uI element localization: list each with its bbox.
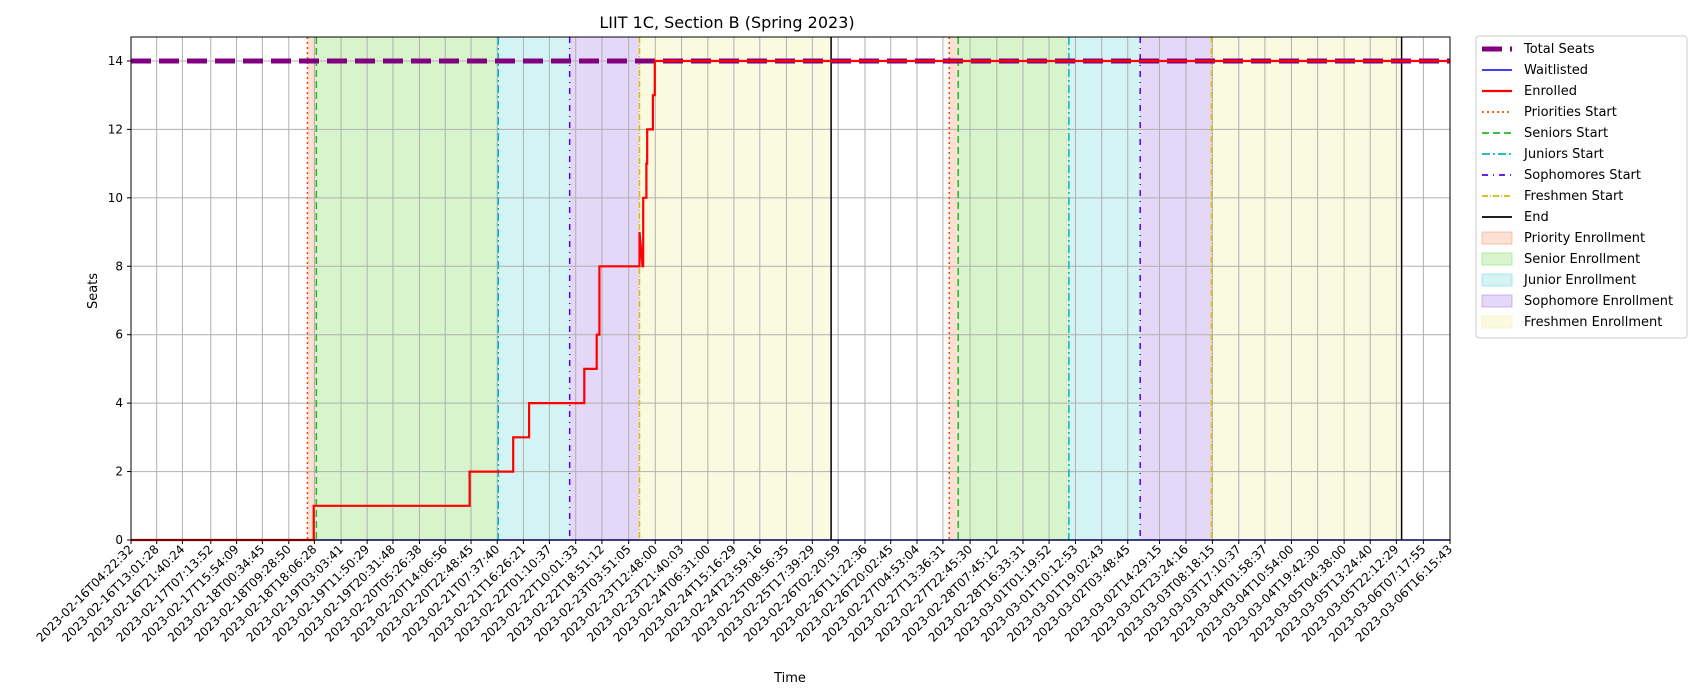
- y-tick-label-6: 12: [108, 122, 123, 136]
- y-tick-label-7: 14: [108, 54, 123, 68]
- period-band-1: [316, 37, 499, 540]
- legend-swatch-11: [1481, 273, 1513, 287]
- legend-label-1: Waitlisted: [1524, 63, 1588, 78]
- legend-label-2: Enrolled: [1524, 84, 1577, 99]
- legend-label-3: Priorities Start: [1524, 105, 1617, 120]
- legend-label-5: Juniors Start: [1523, 147, 1604, 162]
- legend-label-7: Freshmen Start: [1524, 189, 1623, 204]
- x-axis-label: Time: [773, 671, 806, 686]
- period-band-6: [958, 37, 1069, 540]
- period-band-7: [1068, 37, 1141, 540]
- legend-swatch-10: [1481, 252, 1513, 266]
- y-tick-label-5: 10: [108, 191, 123, 205]
- legend-label-9: Priority Enrollment: [1524, 231, 1645, 246]
- legend-label-8: End: [1524, 210, 1549, 225]
- y-tick-label-2: 4: [115, 396, 123, 410]
- chart-title: LIIT 1C, Section B (Spring 2023): [599, 13, 854, 32]
- y-tick-label-1: 2: [115, 465, 123, 479]
- period-band-8: [1140, 37, 1212, 540]
- y-tick-label-3: 6: [115, 328, 123, 342]
- legend-swatch-9: [1481, 231, 1513, 245]
- y-tick-label-4: 8: [115, 259, 123, 273]
- period-band-5: [949, 37, 959, 540]
- legend-label-12: Sophomore Enrollment: [1524, 294, 1673, 309]
- plot-frame: [130, 36, 1451, 541]
- legend-swatch-13: [1481, 315, 1513, 329]
- plot-area: 024681012142023-02-16T04:22:322023-02-16…: [34, 36, 1455, 645]
- period-band-2: [498, 37, 570, 540]
- legend-label-10: Senior Enrollment: [1524, 252, 1640, 267]
- legend-label-6: Sophomores Start: [1524, 168, 1641, 183]
- legend-label-11: Junior Enrollment: [1523, 273, 1636, 288]
- y-tick-label-0: 0: [115, 533, 123, 547]
- period-band-0: [307, 37, 317, 540]
- legend-label-13: Freshmen Enrollment: [1524, 315, 1662, 330]
- period-band-9: [1211, 37, 1402, 540]
- legend-label-4: Seniors Start: [1524, 126, 1608, 141]
- period-band-4: [639, 37, 832, 540]
- legend-label-0: Total Seats: [1523, 42, 1595, 57]
- series-line-enrolled: [131, 59, 1450, 542]
- y-axis-label: Seats: [86, 273, 101, 309]
- legend-box: [1475, 35, 1688, 339]
- legend-swatch-12: [1481, 294, 1513, 308]
- period-band-3: [569, 37, 640, 540]
- legend: Total Seats Waitlisted Enrolled Priorities …: [1475, 35, 1688, 339]
